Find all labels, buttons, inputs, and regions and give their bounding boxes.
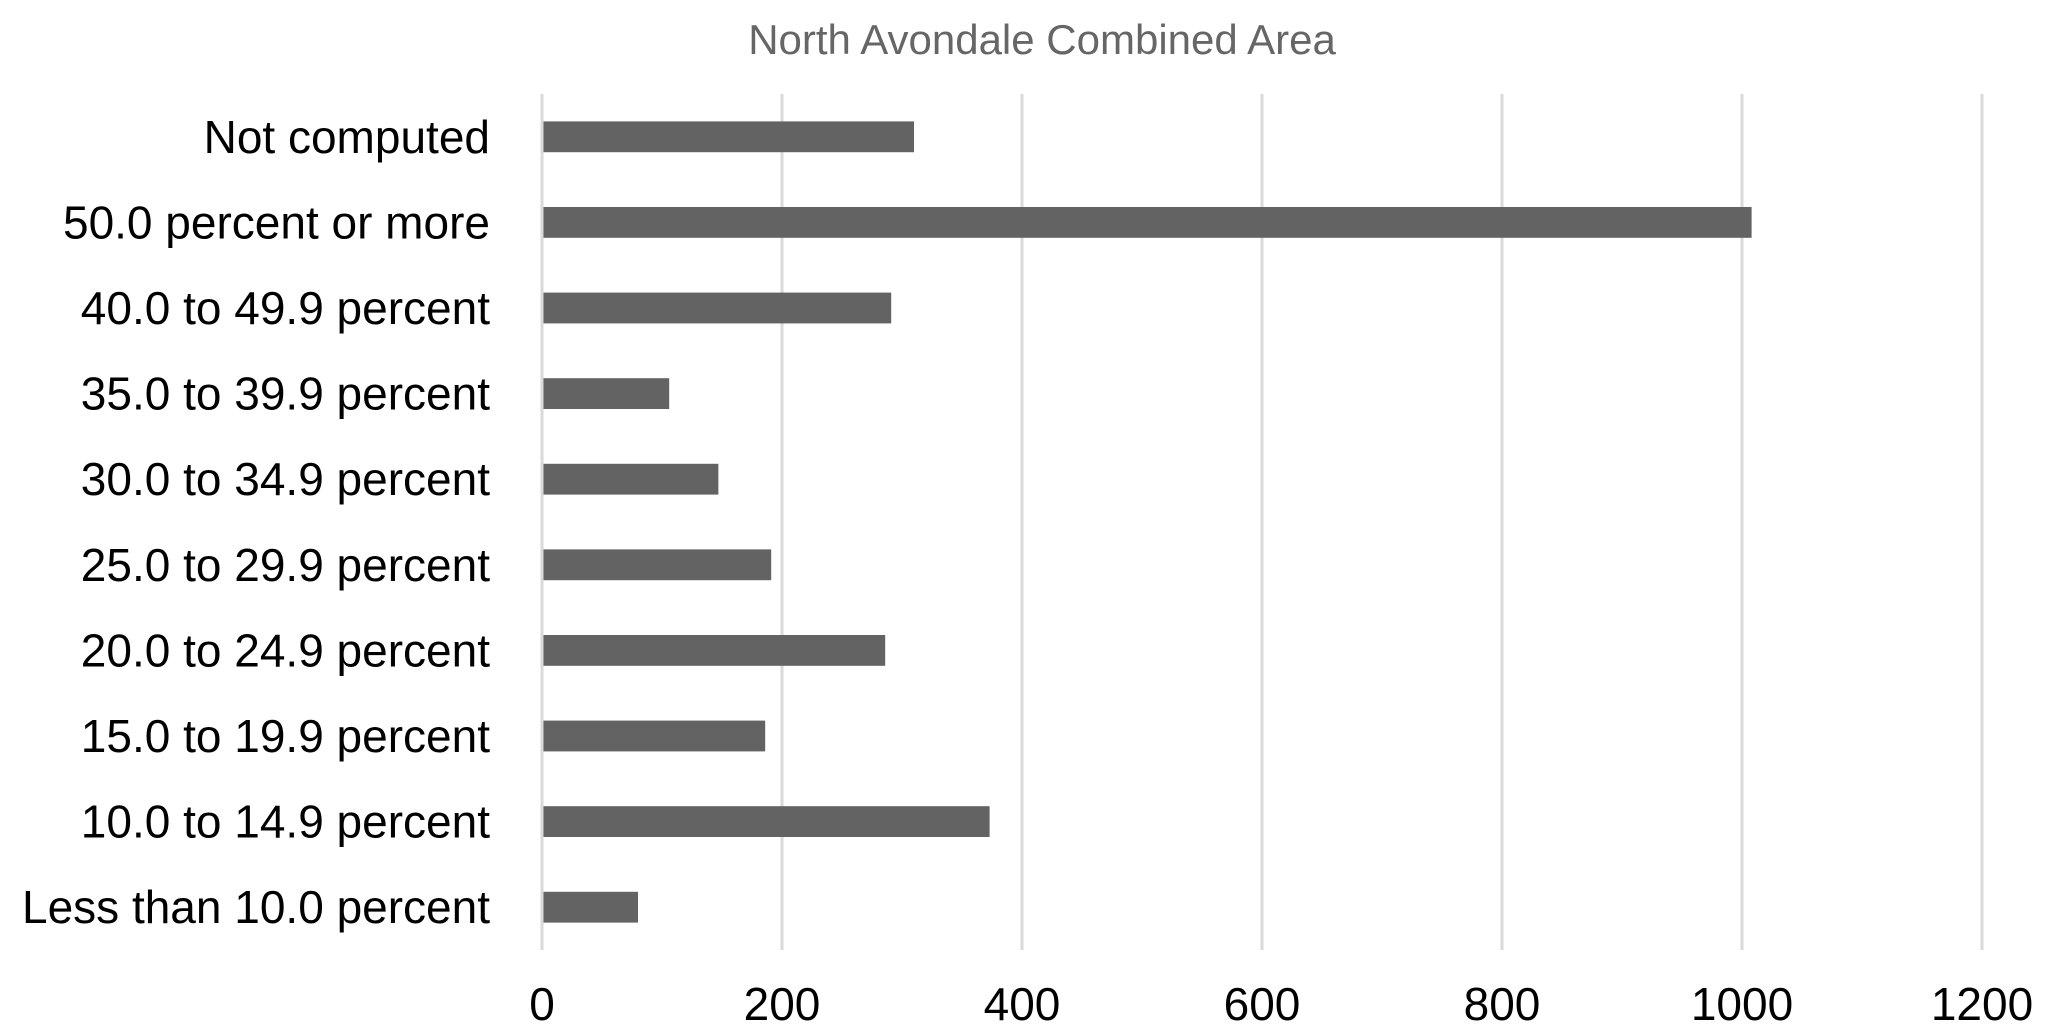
x-tick-label: 600 [1224,978,1301,1030]
chart-title: North Avondale Combined Area [748,16,1336,63]
category-label: 35.0 to 39.9 percent [81,368,490,420]
bar [543,549,772,581]
x-tick-label: 200 [744,978,821,1030]
category-label: 30.0 to 34.9 percent [81,453,490,505]
category-label: 15.0 to 19.9 percent [81,710,490,762]
bar [543,206,1752,238]
bar [543,292,892,324]
bars [543,121,1752,923]
x-tick-label: 400 [984,978,1061,1030]
x-tick-label: 800 [1464,978,1541,1030]
bar [543,121,914,153]
bar [543,634,886,666]
bar [543,463,719,495]
bar [543,378,670,410]
category-label: 10.0 to 14.9 percent [81,796,490,848]
x-tick-label: 0 [529,978,555,1030]
category-label: 40.0 to 49.9 percent [81,282,490,334]
bar [543,806,990,838]
category-label: 50.0 percent or more [63,196,490,248]
x-tick-label: 1000 [1691,978,1793,1030]
category-label: Not computed [204,111,490,163]
bar [543,891,638,923]
category-label: 25.0 to 29.9 percent [81,539,490,591]
x-tick-labels: 0 200 400 600 800 1000 1200 [529,978,2033,1030]
x-tick-label: 1200 [1931,978,2033,1030]
category-label: 20.0 to 24.9 percent [81,624,490,676]
category-labels: Less than 10.0 percent 10.0 to 14.9 perce… [22,111,490,933]
category-label: Less than 10.0 percent [22,881,490,933]
bar [543,720,766,752]
